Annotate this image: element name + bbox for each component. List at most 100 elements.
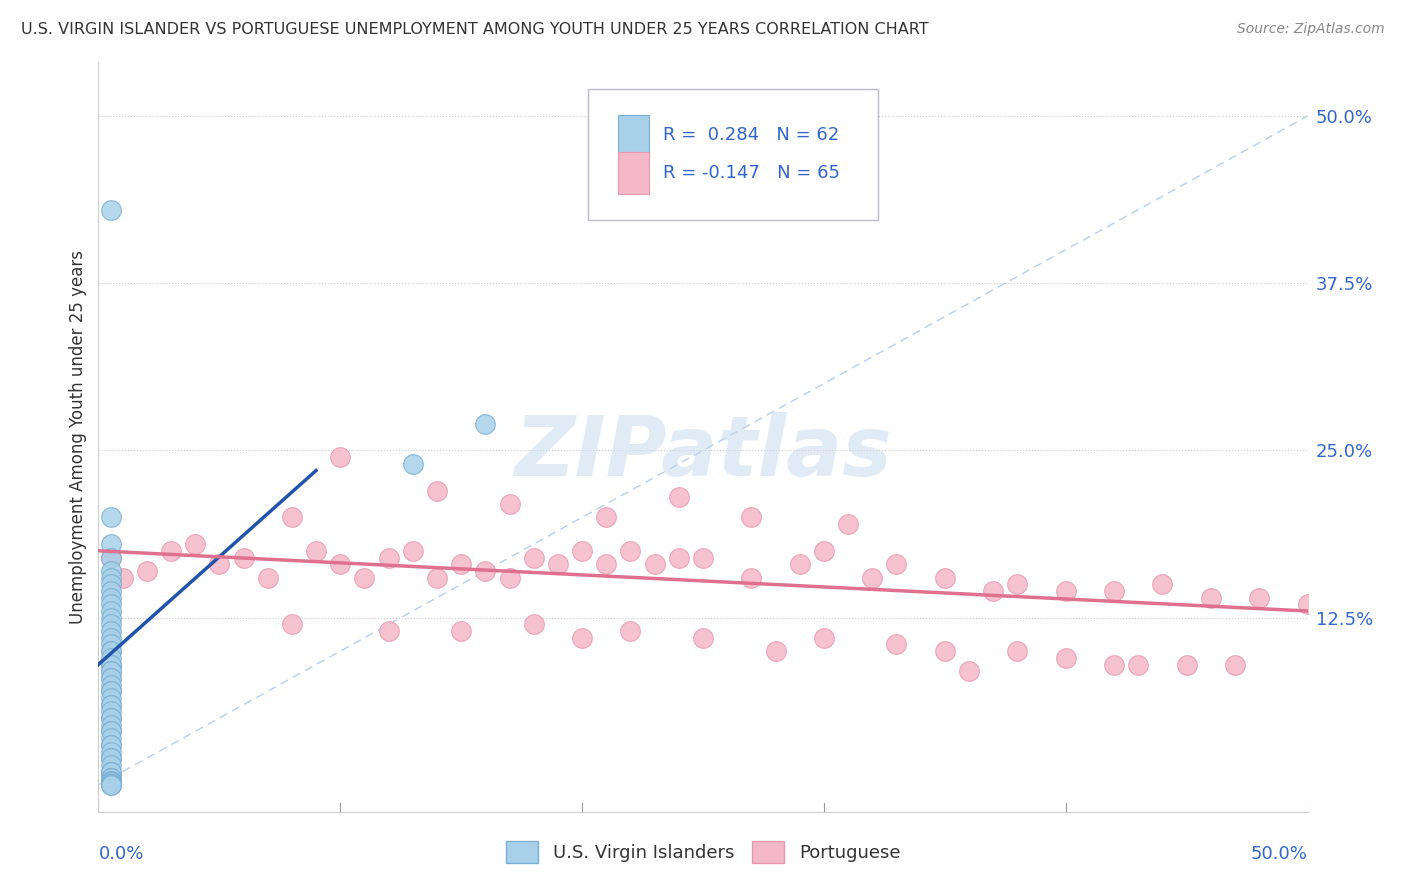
Point	[789, 557, 811, 572]
Point	[100, 657, 122, 672]
Point	[668, 491, 690, 505]
Point	[619, 544, 641, 558]
Point	[957, 664, 980, 679]
Point	[450, 557, 472, 572]
Point	[886, 637, 908, 651]
Point	[1007, 644, 1029, 658]
Point	[692, 550, 714, 565]
Point	[981, 584, 1004, 599]
Point	[498, 571, 520, 585]
Point	[595, 557, 617, 572]
FancyBboxPatch shape	[619, 153, 648, 194]
Point	[305, 544, 328, 558]
Point	[765, 644, 787, 658]
Point	[813, 544, 835, 558]
Point	[619, 624, 641, 639]
Point	[111, 571, 134, 585]
Point	[571, 631, 593, 645]
Point	[100, 684, 122, 698]
Point	[934, 644, 956, 658]
Point	[426, 571, 449, 585]
Point	[100, 550, 122, 565]
Point	[100, 684, 122, 698]
Point	[100, 731, 122, 746]
Point	[100, 717, 122, 731]
Point	[100, 598, 122, 612]
Point	[498, 497, 520, 511]
Point	[100, 631, 122, 645]
Point	[256, 571, 278, 585]
Point	[329, 450, 352, 465]
Point	[100, 202, 122, 217]
Point	[100, 775, 122, 789]
FancyBboxPatch shape	[588, 88, 879, 219]
Point	[450, 624, 472, 639]
Point	[100, 705, 122, 719]
Point	[100, 550, 122, 565]
Point	[100, 657, 122, 672]
Point	[100, 744, 122, 758]
Point	[100, 776, 122, 791]
Point	[813, 631, 835, 645]
Point	[100, 774, 122, 789]
Point	[100, 671, 122, 685]
Point	[402, 457, 425, 471]
Point	[281, 510, 304, 524]
Point	[100, 537, 122, 551]
Point	[740, 510, 762, 524]
Point	[934, 571, 956, 585]
Point	[668, 550, 690, 565]
Text: 0.0%: 0.0%	[98, 846, 143, 863]
Point	[1223, 657, 1246, 672]
Point	[100, 644, 122, 658]
Text: 50.0%: 50.0%	[1251, 846, 1308, 863]
Point	[644, 557, 666, 572]
Point	[1054, 651, 1077, 665]
Point	[523, 617, 546, 632]
Point	[100, 678, 122, 692]
Point	[100, 764, 122, 779]
Point	[547, 557, 569, 572]
Point	[571, 544, 593, 558]
Point	[1175, 657, 1198, 672]
Point	[160, 544, 183, 558]
Point	[329, 557, 352, 572]
Y-axis label: Unemployment Among Youth under 25 years: Unemployment Among Youth under 25 years	[69, 250, 87, 624]
Point	[100, 664, 122, 679]
Point	[1296, 598, 1319, 612]
Point	[208, 557, 231, 572]
Point	[100, 771, 122, 786]
Point	[100, 778, 122, 792]
Point	[100, 644, 122, 658]
Point	[377, 624, 399, 639]
Point	[100, 751, 122, 765]
Point	[100, 591, 122, 605]
Point	[100, 771, 122, 786]
Point	[100, 774, 122, 789]
Point	[100, 664, 122, 679]
Point	[100, 584, 122, 599]
Point	[100, 611, 122, 625]
Point	[1102, 657, 1125, 672]
Point	[692, 631, 714, 645]
Point	[860, 571, 883, 585]
Point	[100, 724, 122, 739]
Point	[100, 776, 122, 791]
Point	[100, 771, 122, 786]
Point	[100, 776, 122, 791]
FancyBboxPatch shape	[619, 115, 648, 156]
Point	[100, 698, 122, 712]
Point	[135, 564, 157, 578]
Point	[886, 557, 908, 572]
Text: U.S. VIRGIN ISLANDER VS PORTUGUESE UNEMPLOYMENT AMONG YOUTH UNDER 25 YEARS CORRE: U.S. VIRGIN ISLANDER VS PORTUGUESE UNEMP…	[21, 22, 929, 37]
Point	[100, 764, 122, 779]
Point	[100, 624, 122, 639]
Point	[474, 564, 496, 578]
Text: R = -0.147   N = 65: R = -0.147 N = 65	[664, 164, 841, 182]
Point	[1054, 584, 1077, 599]
Point	[523, 550, 546, 565]
Point	[100, 671, 122, 685]
Point	[100, 751, 122, 765]
Point	[1128, 657, 1150, 672]
Point	[426, 483, 449, 498]
